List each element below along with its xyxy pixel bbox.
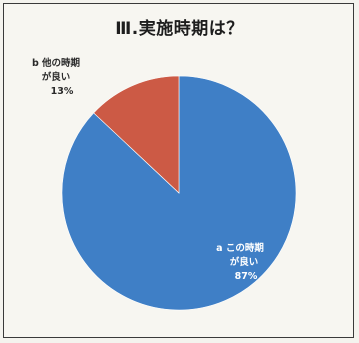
- slice-percent-b: 13%: [51, 86, 74, 97]
- slice-label-b-line2: が良い: [42, 71, 71, 83]
- pie-slice-b: [93, 75, 180, 194]
- slice-label-a-line2: が良い: [230, 256, 259, 268]
- slice-label-a-line1: a この時期: [216, 242, 264, 254]
- slice-label-b-line1: b 他の時期: [32, 57, 80, 69]
- slice-percent-a: 87%: [235, 271, 258, 282]
- chart-title: Ⅲ.実施時期は？: [115, 19, 244, 39]
